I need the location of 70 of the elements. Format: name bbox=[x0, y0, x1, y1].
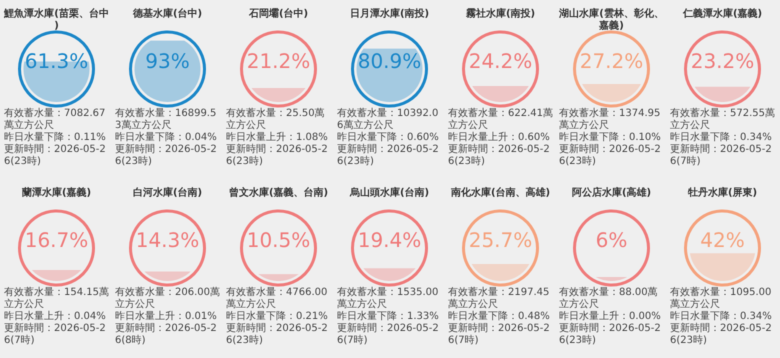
text: 烏山頭水庫(台南) bbox=[348, 186, 430, 198]
text: 更新時間：2026-05-26(7時) bbox=[670, 144, 773, 168]
text: 昨日水量上升：1.08% bbox=[226, 132, 329, 144]
text: 更新時間：2026-05-26(23時) bbox=[226, 323, 329, 347]
text: 有效蓄水量：25.50萬立方公尺 bbox=[226, 108, 326, 132]
text: 昨日水量上升：0.04% bbox=[4, 311, 107, 322]
text: 昨日水量下降：0.48% bbox=[448, 311, 551, 322]
text: 蘭潭水庫(嘉義) bbox=[20, 186, 92, 198]
text: 昨日水量下降：0.10% bbox=[559, 132, 662, 144]
data-label: 6% bbox=[596, 228, 628, 252]
text: 有效蓄水量：16899.53萬立方公尺 bbox=[115, 108, 218, 132]
text: 仁義潭水庫(嘉義) bbox=[682, 8, 762, 20]
text: 昨日水量下降：0.60% bbox=[337, 132, 440, 144]
text: 有效蓄水量：1535.00萬立方公尺 bbox=[337, 287, 440, 310]
data-label: 23.2% bbox=[690, 49, 754, 73]
text: 有效蓄水量：4766.00萬立方公尺 bbox=[226, 287, 328, 310]
text: 更新時間：2026-05-26(7時) bbox=[4, 323, 107, 347]
text: 更新時間：2026-05-26(23時) bbox=[226, 144, 329, 168]
text: 日月潭水庫(南投) bbox=[350, 8, 430, 20]
data-label: 14.3% bbox=[136, 228, 200, 252]
text: 霧社水庫(南投) bbox=[464, 8, 536, 20]
text: 牡丹水庫(屏東) bbox=[686, 186, 758, 198]
text: 更新時間：2026-05-26(23時) bbox=[670, 323, 773, 347]
data-label: 21.2% bbox=[246, 49, 310, 73]
text: 白河水庫(台南) bbox=[132, 186, 202, 198]
text: 昨日水量上升：0.00% bbox=[559, 311, 662, 322]
text: 昨日水量下降：0.34% bbox=[670, 311, 773, 322]
text: 昨日水量下降：0.11% bbox=[4, 132, 107, 144]
data-label: 24.2% bbox=[468, 49, 532, 73]
text: 更新時間：2026-05-26(23時) bbox=[559, 144, 662, 168]
text: 昨日水量下降：0.04% bbox=[115, 132, 218, 144]
text: 更新時間：2026-05-26(8時) bbox=[115, 323, 218, 347]
text: 有效蓄水量：206.00萬立方公尺 bbox=[115, 287, 220, 310]
data-label: 80.9% bbox=[358, 49, 422, 73]
text: 有效蓄水量：7082.67萬立方公尺 bbox=[4, 108, 106, 132]
text: 南化水庫(台南、高雄) bbox=[450, 186, 550, 198]
text: 曾文水庫(嘉義、台南) bbox=[228, 186, 328, 198]
data-label: 27.2% bbox=[580, 49, 644, 73]
text: 昨日水量下降：0.21% bbox=[226, 311, 329, 322]
text: 有效蓄水量：2197.45萬立方公尺 bbox=[448, 287, 550, 310]
data-label: 42% bbox=[700, 228, 745, 252]
data-label: 10.5% bbox=[246, 228, 310, 252]
text: 更新時間：2026-05-26(23時) bbox=[337, 144, 440, 168]
text: 阿公店水庫(高雄) bbox=[572, 186, 652, 198]
data-label: 61.3% bbox=[24, 49, 88, 73]
text: 有效蓄水量：154.15萬立方公尺 bbox=[4, 287, 109, 310]
text: 昨日水量下降：0.34% bbox=[670, 132, 773, 144]
data-label: 19.4% bbox=[358, 228, 422, 252]
text: 更新時間：2026-05-26(23時) bbox=[559, 323, 662, 347]
data-label: 25.7% bbox=[468, 228, 532, 252]
text: 昨日水量上升：0.01% bbox=[115, 311, 218, 322]
text: 更新時間：2026-05-26(23時) bbox=[115, 144, 218, 168]
text: 有效蓄水量：622.41萬立方公尺 bbox=[448, 108, 553, 132]
text: 有效蓄水量：10392.06萬立方公尺 bbox=[337, 108, 440, 132]
text: 更新時間：2026-05-26(7時) bbox=[337, 323, 440, 347]
data-label: 93% bbox=[145, 49, 190, 73]
text: 有效蓄水量：1374.95萬立方公尺 bbox=[559, 108, 662, 132]
text: 昨日水量下降：1.33% bbox=[337, 311, 440, 322]
text: 鯉魚潭水庫(苗栗、台中) bbox=[3, 8, 109, 32]
text: 石岡壩(台中) bbox=[248, 8, 308, 20]
text: 德基水庫(台中) bbox=[132, 8, 202, 20]
text: 更新時間：2026-05-26(23時) bbox=[4, 144, 107, 168]
text: 有效蓄水量：88.00萬立方公尺 bbox=[559, 287, 659, 310]
text: 有效蓄水量：572.55萬立方公尺 bbox=[670, 108, 775, 132]
text: 更新時間：2026-05-26(23時) bbox=[448, 144, 551, 168]
text: 更新時間：2026-05-26(7時) bbox=[448, 323, 551, 347]
data-label: 16.7% bbox=[24, 228, 88, 252]
text: 有效蓄水量：1095.00萬立方公尺 bbox=[670, 287, 772, 310]
text: 湖山水庫(雲林、彰化、嘉義) bbox=[558, 8, 664, 32]
text: 昨日水量上升：0.60% bbox=[448, 132, 551, 144]
